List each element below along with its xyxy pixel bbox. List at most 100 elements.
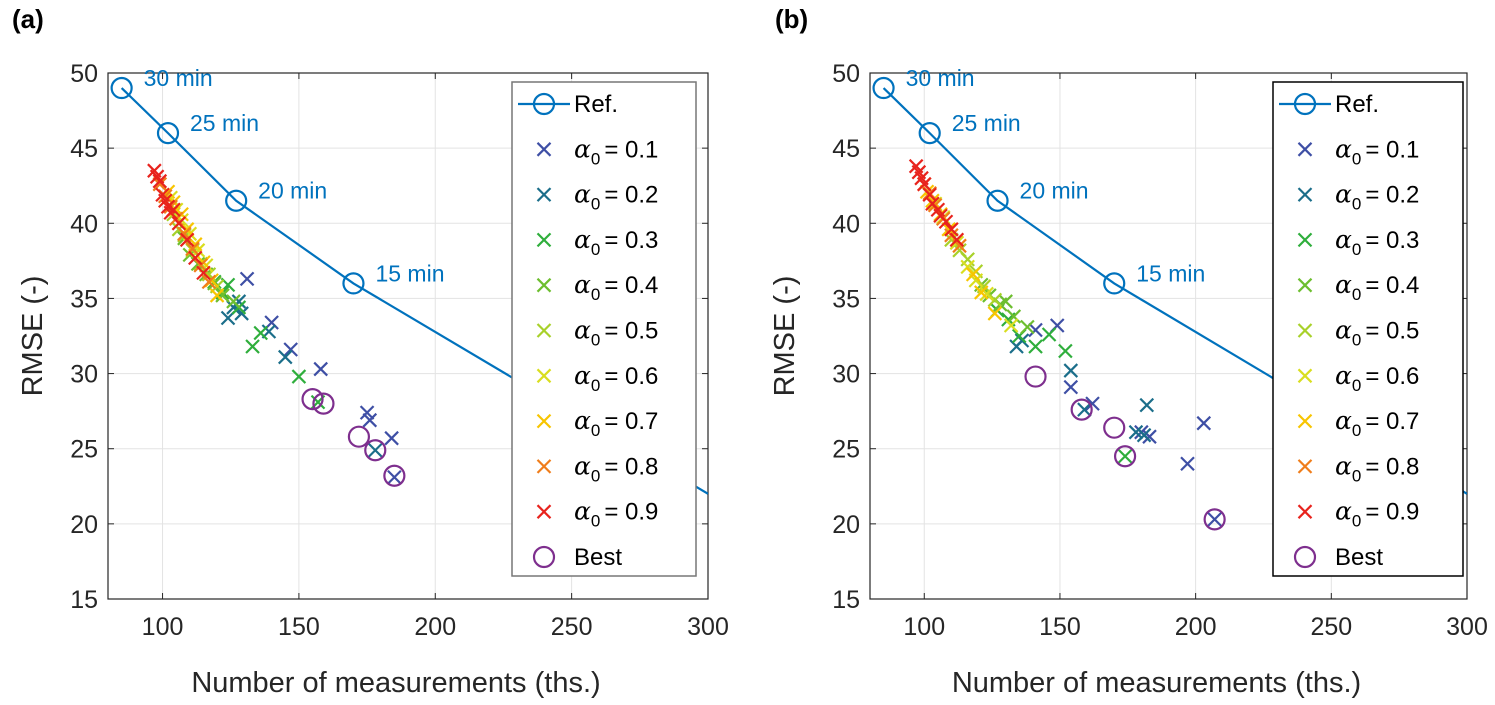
y-tick-label: 50 bbox=[832, 60, 860, 88]
data-point-alpha-0.7 bbox=[987, 306, 1003, 321]
legend-label-alpha-0.2: α0 = 0.2 bbox=[1335, 180, 1419, 214]
data-point-alpha-0.1-stroke bbox=[1180, 456, 1195, 472]
data-point-alpha-0.8 bbox=[193, 258, 209, 273]
legend-label-alpha-0.4: α0 = 0.4 bbox=[1335, 270, 1419, 304]
legend-marker-alpha-0.3-stroke bbox=[536, 232, 552, 248]
data-point-alpha-0.2-stroke bbox=[1063, 363, 1079, 378]
legend-alpha-subscript: 0 bbox=[591, 195, 600, 214]
y-tick-label: 45 bbox=[70, 135, 98, 163]
legend: Ref.α0 = 0.1α0 = 0.2α0 = 0.3α0 = 0.4α0 = 0.5α… bbox=[511, 81, 697, 577]
data-point-alpha-0.2 bbox=[1077, 402, 1092, 417]
y-axis-title: RMSE (-) bbox=[769, 276, 801, 397]
data-point-alpha-0.9-stroke bbox=[160, 199, 176, 215]
legend-label-alpha-0.5: α0 = 0.5 bbox=[1335, 316, 1419, 350]
legend-marker-alpha-0.2-stroke bbox=[1297, 187, 1313, 202]
legend-alpha-symbol: α bbox=[574, 180, 591, 209]
x-tick-label: 300 bbox=[687, 613, 729, 641]
legend-marker-alpha-0.6-stroke bbox=[536, 368, 552, 384]
data-point-alpha-0.9 bbox=[944, 222, 959, 237]
ref-marker bbox=[918, 122, 941, 145]
panel-label: (a) bbox=[12, 4, 44, 34]
ref-marker bbox=[872, 76, 895, 100]
legend-marker-alpha-0.7 bbox=[536, 413, 552, 429]
ref-annotation: 15 min bbox=[1136, 260, 1205, 286]
legend-label-alpha-0.6: α0 = 0.6 bbox=[574, 361, 658, 395]
panel-label: (b) bbox=[775, 4, 808, 34]
data-point-alpha-0.9-stroke bbox=[938, 214, 954, 230]
data-point-alpha-0.2 bbox=[1063, 363, 1079, 378]
y-tick-label: 15 bbox=[70, 586, 98, 614]
legend-alpha-value: = 0.6 bbox=[1365, 363, 1419, 390]
data-point-alpha-0.6 bbox=[979, 286, 994, 302]
y-tick-label: 40 bbox=[70, 210, 98, 238]
data-point-alpha-0.9 bbox=[916, 176, 932, 192]
data-point-alpha-0.2 bbox=[1136, 427, 1152, 443]
data-point-alpha-0.2-stroke bbox=[1136, 427, 1152, 443]
data-point-alpha-0.2-stroke bbox=[367, 442, 383, 458]
data-point-alpha-0.9 bbox=[187, 250, 203, 266]
data-point-alpha-0.1 bbox=[1207, 512, 1222, 527]
legend-alpha-subscript: 0 bbox=[1352, 149, 1361, 168]
data-point-alpha-0.9 bbox=[166, 202, 181, 218]
x-tick-label: 200 bbox=[414, 613, 456, 641]
data-point-alpha-0.3 bbox=[291, 369, 307, 384]
y-tick-label: 45 bbox=[832, 135, 860, 163]
legend-alpha-subscript: 0 bbox=[1352, 512, 1361, 531]
legend-label-alpha-0.5: α0 = 0.5 bbox=[574, 316, 658, 350]
data-point-alpha-0.7-stroke bbox=[941, 222, 956, 237]
data-point-alpha-0.2 bbox=[231, 294, 247, 309]
legend-marker-alpha-0.5 bbox=[536, 323, 552, 338]
data-point-alpha-0.4 bbox=[1006, 309, 1022, 324]
legend-label-alpha-0.1: α0 = 0.1 bbox=[574, 134, 658, 168]
legend-marker-alpha-0.9 bbox=[536, 504, 552, 519]
legend-alpha-subscript: 0 bbox=[1352, 285, 1361, 304]
data-point-alpha-0.9-stroke bbox=[196, 265, 211, 281]
legend-marker-alpha-0.2 bbox=[536, 187, 552, 202]
legend-marker-alpha-0.4-stroke bbox=[536, 277, 552, 293]
data-point-alpha-0.8-stroke bbox=[952, 238, 967, 254]
legend-alpha-symbol: α bbox=[574, 225, 591, 254]
data-point-alpha-0.4 bbox=[226, 294, 241, 309]
plot-content bbox=[872, 76, 1467, 531]
data-point-alpha-0.8 bbox=[201, 274, 217, 290]
data-point-alpha-0.9 bbox=[171, 216, 187, 231]
x-tick-label: 150 bbox=[278, 613, 320, 641]
data-point-alpha-0.9-stroke bbox=[187, 250, 203, 266]
x-tick-label: 200 bbox=[1175, 613, 1217, 641]
x-axis-title: Number of measurements (ths.) bbox=[952, 667, 1361, 699]
axes-box bbox=[869, 72, 1468, 600]
legend-alpha-symbol: α bbox=[574, 406, 591, 435]
axes-box bbox=[107, 72, 709, 600]
data-point-alpha-0.9-stroke bbox=[922, 187, 937, 203]
legend-alpha-symbol: α bbox=[574, 316, 591, 345]
data-point-alpha-0.6-stroke bbox=[960, 259, 975, 275]
ref-line bbox=[120, 87, 708, 495]
data-point-alpha-0.9-stroke bbox=[149, 169, 165, 184]
data-point-alpha-0.4 bbox=[1020, 319, 1035, 335]
ref-annotation: 15 min bbox=[375, 260, 444, 286]
data-point-alpha-0.9-stroke bbox=[949, 232, 965, 248]
legend-marker-alpha-0.8 bbox=[1297, 459, 1313, 474]
legend-alpha-symbol: α bbox=[574, 451, 591, 480]
legend-label-alpha-0.3: α0 = 0.3 bbox=[1335, 225, 1419, 259]
legend-alpha-value: = 0.5 bbox=[1365, 318, 1419, 345]
x-tick-label: 150 bbox=[1039, 613, 1081, 641]
legend-alpha-value: = 0.2 bbox=[1365, 182, 1419, 209]
legend-alpha-symbol: α bbox=[574, 361, 591, 390]
data-point-alpha-0.9-stroke bbox=[930, 202, 946, 218]
legend-label-alpha-0.7: α0 = 0.7 bbox=[574, 406, 658, 440]
legend-alpha-subscript: 0 bbox=[1352, 376, 1361, 395]
data-point-alpha-0.5-stroke bbox=[987, 292, 1003, 308]
data-point-alpha-0.8 bbox=[185, 241, 200, 257]
data-point-alpha-0.9-stroke bbox=[916, 176, 932, 192]
data-point-alpha-0.7-stroke bbox=[209, 288, 225, 303]
legend-marker-alpha-0.1 bbox=[1297, 142, 1313, 157]
legend-alpha-symbol: α bbox=[1335, 180, 1352, 209]
legend-best-label: Best bbox=[574, 544, 622, 571]
legend: Ref.α0 = 0.1α0 = 0.2α0 = 0.3α0 = 0.4α0 = 0.5α… bbox=[1272, 81, 1464, 577]
legend-marker-alpha-0.4 bbox=[536, 277, 552, 293]
y-tick-label: 35 bbox=[832, 285, 860, 313]
data-point-alpha-0.1-stroke bbox=[384, 430, 399, 446]
x-axis-title: Number of measurements (ths.) bbox=[191, 667, 600, 699]
best-marker bbox=[1113, 445, 1137, 468]
